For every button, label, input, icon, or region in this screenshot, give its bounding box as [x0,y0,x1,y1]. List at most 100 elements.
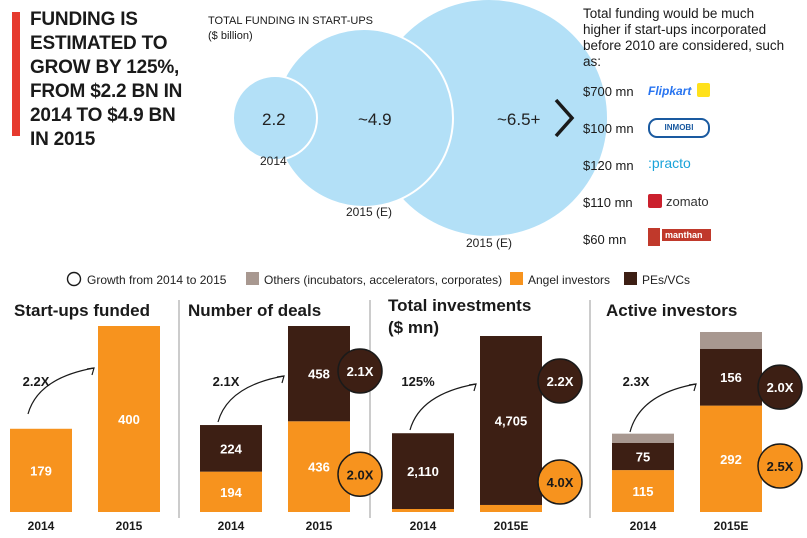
legend-angel-swatch [510,272,523,285]
practo-logo: :practo [648,155,691,171]
bubble-label-2015-higher: ~6.5+ [497,110,541,129]
manthan-logo: manthan [662,229,711,241]
x-tick-label-2015: 2015 [116,519,143,533]
bar-pe-2014 [200,425,262,472]
data-label-angel-2014: 179 [30,463,52,478]
chevron-right-icon [554,98,575,138]
x-tick-label-2014: 2014 [28,519,55,533]
growth-label: 125% [401,374,435,389]
manthan-icon [648,228,660,246]
growth-badge-pe [337,348,383,394]
growth-arrow [409,383,477,431]
growth-badge-angel [757,443,803,489]
growth-arrow [27,367,95,415]
panel-subtitle-investments: ($ mn) [388,318,439,337]
panel-title-active-investors: Active investors [606,301,738,320]
x-tick-label-2015E: 2015E [494,519,529,533]
bar-pe-2014 [612,442,674,471]
growth-badge-label-angel: 2.5X [767,459,794,474]
bar-pe-2015E [700,348,762,406]
growth-badge-pe [757,364,803,410]
bar-angel-2015E [700,405,762,512]
bar-angel-2014 [10,428,72,512]
note-amount-manthan: $60 mn [583,232,627,247]
note-text: Total funding would be much higher if st… [583,6,785,69]
data-label-angel-2014: 115 [633,484,654,499]
bar-others-2015E [700,332,762,349]
legend-pe-swatch [624,272,637,285]
growth-label: 2.2X [23,374,50,389]
x-tick-label-2015E: 2015E [714,519,749,533]
zomato-logo: zomato [666,194,709,209]
bar-angel-2014 [612,470,674,512]
data-label-angel-2015: 436 [308,460,330,475]
data-label-pe-2014: 75 [636,449,650,464]
headline: FUNDING IS ESTIMATED TO GROW BY 125%, FR… [30,9,183,150]
arrow-head-icon [468,383,477,392]
data-label-others-2015E: 46 [724,314,738,329]
data-label-pe-2015E: 156 [720,370,742,385]
headline-accent-bar [12,12,20,136]
bubble-chart-title: TOTAL FUNDING IN START-UPS [208,15,374,27]
bar-angel-2014 [392,509,454,512]
legend-pe-label: PEs/VCs [642,273,691,287]
growth-badge-label-pe: 2.1X [347,364,374,379]
bubble-label-2014: 2.2 [262,110,286,129]
arrow-head-icon [688,383,697,392]
panel-title-startups: Start-ups funded [14,301,150,320]
x-tick-label-2014: 2014 [218,519,245,533]
growth-arrow [217,375,285,423]
bar-angel-2015 [98,326,160,512]
legend-growth-circle-icon [66,271,82,287]
legend-growth-label: Growth from 2014 to 2015 [87,273,227,287]
bar-angel-2014 [200,471,262,512]
bar-angel-2015E [480,504,542,512]
flipkart-logo: Flipkart [648,84,692,98]
bubble-chart-unit: ($ billion) [208,30,253,42]
note-amount-flipkart: $700 mn [583,84,634,99]
panel-title-deals: Number of deals [188,301,322,320]
growth-badge-label-pe: 2.2X [547,374,574,389]
bubble-chart [232,0,607,236]
arrow-head-icon [276,375,285,384]
x-tick-label-2015: 2015 [306,519,333,533]
panel-title-investments: Total investments [388,296,532,315]
data-label-pe-2014: 224 [220,441,242,456]
data-label-pe-2015: 458 [308,367,330,382]
bubble-year-2015-higher: 2015 (E) [466,236,513,250]
arrow-head-icon [86,367,95,376]
bar-others-2014 [612,433,674,443]
flipkart-bag-icon [697,83,710,97]
bubble-year-2015: 2015 (E) [346,205,393,219]
growth-badge-pe [537,358,583,404]
bar-pe-2015E [480,336,542,505]
data-label-pe-2014: 2,110 [407,464,439,479]
legend-others-label: Others (incubators, accelerators, corpor… [264,273,503,287]
x-tick-label-2014: 2014 [410,519,437,533]
legend-others-swatch [246,272,259,285]
legend-angel-label: Angel investors [528,273,611,287]
growth-badge-label-pe: 2.0X [767,380,794,395]
growth-badge-angel [337,451,383,498]
bubble-label-2015: ~4.9 [358,110,392,129]
growth-badge-angel [537,459,583,505]
zomato-icon [648,194,662,208]
growth-label: 2.1X [213,374,240,389]
growth-badge-label-angel: 2.0X [347,467,374,482]
note-amount-practo: $120 mn [583,158,634,173]
bubble-year-2014: 2014 [260,154,287,168]
x-tick-label-2014: 2014 [630,519,657,533]
bubble-2014 [232,75,318,161]
growth-label: 2.3X [623,374,650,389]
bar-pe-2014 [392,433,454,509]
note-amount-inmobi: $100 mn [583,121,634,136]
data-label-angel-2015: 400 [118,412,140,427]
growth-badge-label-angel: 4.0X [547,475,574,490]
note-amount-zomato: $110 mn [583,195,633,210]
inmobi-logo: INMOBI [648,118,710,138]
data-label-angel-2015E: 292 [720,452,742,467]
data-label-angel-2014: 194 [220,485,242,500]
data-label-others-2014: 25 [636,416,650,431]
growth-arrow [629,383,697,433]
